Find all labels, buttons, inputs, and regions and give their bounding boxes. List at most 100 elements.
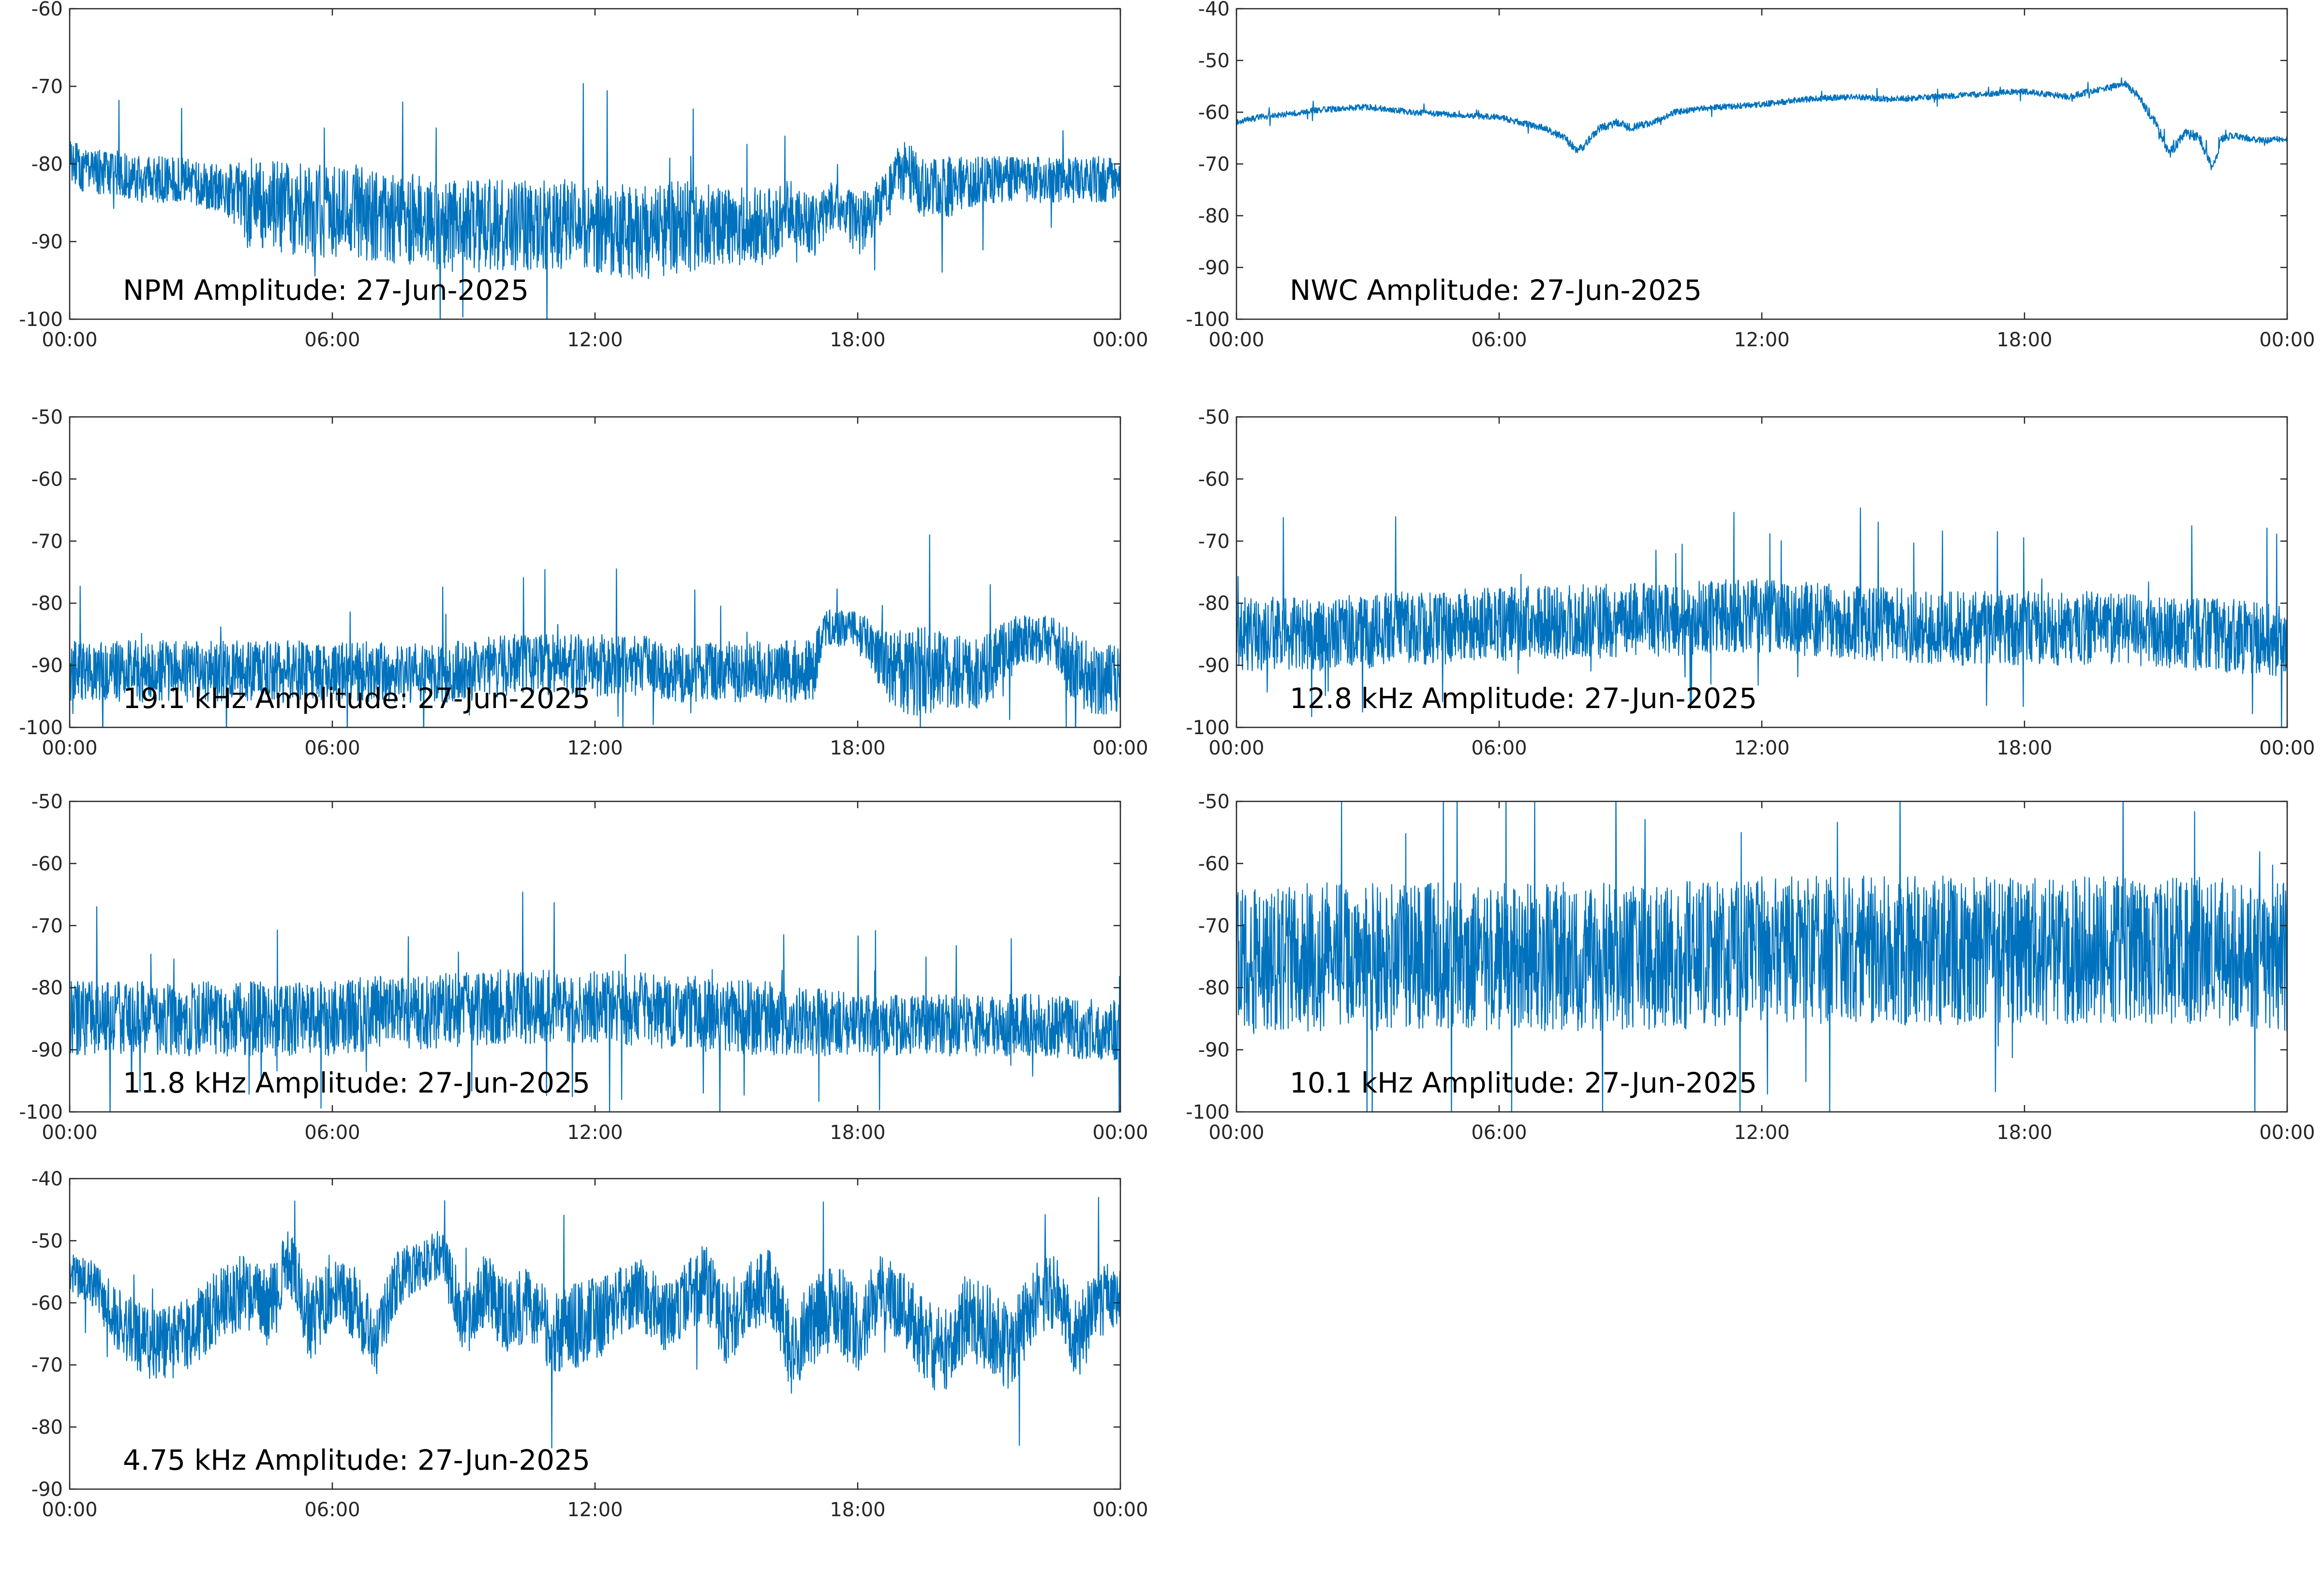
x-tick-label: 12:00	[567, 737, 623, 759]
amplitude-trace	[70, 891, 1120, 1112]
x-tick-label: 18:00	[830, 329, 885, 351]
panel-title: 11.8 kHz Amplitude: 27-Jun-2025	[123, 1066, 590, 1099]
y-tick-label: -100	[1186, 717, 1230, 739]
x-tick-label: 06:00	[304, 329, 360, 351]
x-tick-label: 00:00	[1092, 737, 1148, 759]
y-tick-label: -70	[31, 915, 63, 937]
panel-title: 10.1 kHz Amplitude: 27-Jun-2025	[1290, 1066, 1757, 1099]
x-tick-label: 06:00	[304, 1499, 360, 1521]
y-tick-label: -50	[31, 1230, 63, 1252]
amplitude-trace	[70, 83, 1120, 319]
amplitude-trace	[1236, 77, 2287, 171]
x-tick-label: 00:00	[1092, 1499, 1148, 1521]
y-tick-label: -60	[31, 1292, 63, 1315]
y-tick-label: -70	[1198, 531, 1230, 553]
amplitude-panel-3: 00:00 06:00 12:00 18:00 00:00-100-90-80-70-6…	[19, 406, 1148, 759]
x-tick-label: 18:00	[830, 737, 885, 759]
x-tick-label: 00:00	[2259, 737, 2315, 759]
y-tick-label: -70	[31, 1354, 63, 1376]
y-tick-label: -80	[1198, 977, 1230, 999]
y-tick-label: -80	[1198, 205, 1230, 227]
y-tick-label: -50	[1198, 791, 1230, 813]
x-tick-label: 18:00	[830, 1122, 885, 1144]
x-tick-label: 18:00	[1996, 1122, 2052, 1144]
x-tick-label: 12:00	[567, 1122, 623, 1144]
x-tick-label: 00:00	[1208, 1122, 1264, 1144]
y-tick-label: -60	[1198, 853, 1230, 875]
x-tick-label: 00:00	[42, 737, 97, 759]
x-tick-label: 12:00	[1734, 329, 1789, 351]
x-tick-label: 18:00	[1996, 329, 2052, 351]
amplitude-panel-1: 00:00 06:00 12:00 18:00 00:00-100-90-80-70-6…	[19, 0, 1148, 351]
x-tick-label: 12:00	[567, 329, 623, 351]
y-tick-label: -60	[31, 468, 63, 490]
y-tick-label: -100	[19, 309, 63, 331]
y-tick-label: -90	[1198, 1039, 1230, 1062]
panel-title: 19.1 kHz Amplitude: 27-Jun-2025	[123, 682, 590, 715]
x-tick-label: 00:00	[42, 1122, 97, 1144]
x-tick-label: 00:00	[1092, 329, 1148, 351]
x-tick-label: 06:00	[1471, 329, 1527, 351]
panel-title: NWC Amplitude: 27-Jun-2025	[1290, 274, 1702, 307]
y-tick-label: -100	[1186, 309, 1230, 331]
amplitude-panel-5: 00:00 06:00 12:00 18:00 00:00-100-90-80-70-6…	[19, 791, 1148, 1144]
y-tick-label: -90	[31, 655, 63, 677]
x-tick-label: 12:00	[567, 1499, 623, 1521]
y-tick-label: -60	[31, 0, 63, 20]
x-tick-label: 00:00	[2259, 329, 2315, 351]
amplitude-panel-7: 00:00 06:00 12:00 18:00 00:00-90-80-70-60-50…	[31, 1168, 1148, 1521]
amplitude-trace	[1236, 801, 2287, 1112]
y-tick-label: -50	[31, 791, 63, 813]
x-tick-label: 06:00	[304, 1122, 360, 1144]
y-tick-label: -60	[31, 853, 63, 875]
y-tick-label: -50	[1198, 50, 1230, 72]
y-tick-label: -90	[1198, 257, 1230, 279]
y-tick-label: -80	[31, 153, 63, 176]
panel-title: 4.75 kHz Amplitude: 27-Jun-2025	[123, 1444, 590, 1477]
x-tick-label: 00:00	[1092, 1122, 1148, 1144]
x-tick-label: 12:00	[1734, 1122, 1789, 1144]
amplitude-panel-6: 00:00 06:00 12:00 18:00 00:00-100-90-80-70-6…	[1186, 791, 2315, 1144]
y-tick-label: -90	[31, 1478, 63, 1501]
y-tick-label: -50	[31, 406, 63, 429]
panel-title: 12.8 kHz Amplitude: 27-Jun-2025	[1290, 682, 1757, 715]
x-tick-label: 06:00	[1471, 1122, 1527, 1144]
y-tick-label: -80	[31, 1417, 63, 1439]
y-tick-label: -80	[31, 592, 63, 615]
x-tick-label: 00:00	[1208, 329, 1264, 351]
y-tick-label: -40	[31, 1168, 63, 1190]
amplitude-trace	[70, 1197, 1120, 1448]
y-tick-label: -40	[1198, 0, 1230, 20]
x-tick-label: 18:00	[1996, 737, 2052, 759]
y-tick-label: -60	[1198, 102, 1230, 124]
x-tick-label: 18:00	[830, 1499, 885, 1521]
x-tick-label: 00:00	[42, 329, 97, 351]
x-tick-label: 00:00	[42, 1499, 97, 1521]
x-tick-label: 06:00	[304, 737, 360, 759]
y-tick-label: -100	[19, 1101, 63, 1123]
x-tick-label: 00:00	[2259, 1122, 2315, 1144]
amplitude-trace	[70, 534, 1120, 727]
y-tick-label: -50	[1198, 406, 1230, 429]
amplitude-trace	[1236, 507, 2287, 727]
y-tick-label: -70	[1198, 915, 1230, 937]
x-tick-label: 12:00	[1734, 737, 1789, 759]
x-tick-label: 06:00	[1471, 737, 1527, 759]
y-tick-label: -90	[1198, 655, 1230, 677]
y-tick-label: -90	[31, 1039, 63, 1062]
y-tick-label: -70	[31, 76, 63, 98]
x-tick-label: 00:00	[1208, 737, 1264, 759]
amplitude-panel-2: 00:00 06:00 12:00 18:00 00:00-100-90-80-70-6…	[1186, 0, 2315, 351]
y-tick-label: -100	[1186, 1101, 1230, 1123]
y-tick-label: -90	[31, 231, 63, 253]
y-tick-label: -70	[1198, 153, 1230, 176]
y-tick-label: -60	[1198, 468, 1230, 490]
y-tick-label: -80	[1198, 592, 1230, 615]
y-tick-label: -100	[19, 717, 63, 739]
panel-title: NPM Amplitude: 27-Jun-2025	[123, 274, 529, 307]
amplitude-panel-4: 00:00 06:00 12:00 18:00 00:00-100-90-80-70-6…	[1186, 406, 2315, 759]
y-tick-label: -70	[31, 531, 63, 553]
y-tick-label: -80	[31, 977, 63, 999]
